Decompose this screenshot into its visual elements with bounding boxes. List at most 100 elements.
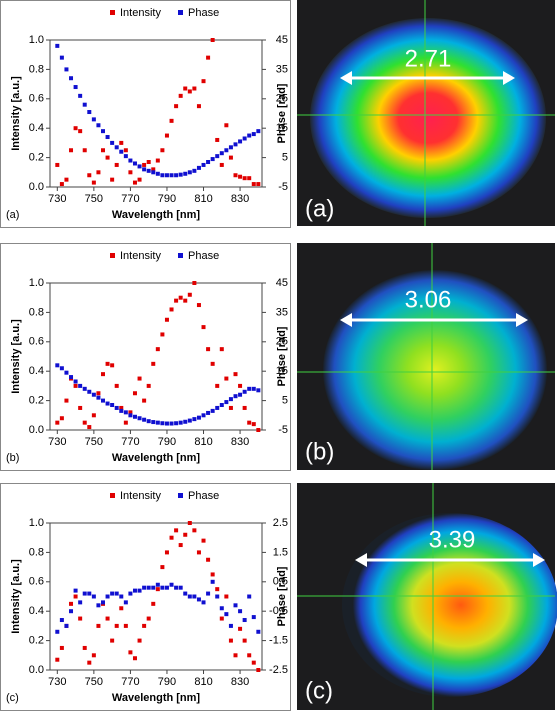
data-point <box>132 161 137 166</box>
y2-tick-label: 45 <box>276 277 288 289</box>
data-point <box>192 528 197 533</box>
data-point <box>192 281 197 285</box>
data-point <box>110 177 115 182</box>
data-point <box>206 55 211 60</box>
legend-marker <box>178 253 183 258</box>
data-point <box>73 126 78 131</box>
data-point <box>251 422 256 427</box>
data-point <box>242 176 247 181</box>
data-point <box>146 168 151 173</box>
data-point <box>238 609 243 614</box>
data-point <box>91 653 96 658</box>
data-point <box>169 173 174 178</box>
data-point <box>87 660 92 665</box>
data-point <box>256 182 261 187</box>
data-point <box>233 603 238 608</box>
data-point <box>128 413 133 418</box>
data-point <box>96 603 101 608</box>
data-point <box>242 136 247 141</box>
measure: 3.39 <box>429 526 476 553</box>
y2-tick-label: 5 <box>282 152 288 164</box>
data-point <box>142 398 147 403</box>
chart: 0.0 0.2 0.4 0.6 0.8 1.0 -5 5 15 25 35 45 730 750 770 79… <box>0 0 291 228</box>
data-point <box>192 86 197 91</box>
data-point <box>160 148 165 153</box>
x-tick-label: 790 <box>158 193 176 205</box>
data-point <box>242 618 247 623</box>
data-point <box>105 135 110 140</box>
legend-label: Phase <box>188 490 219 502</box>
data-point <box>247 386 252 391</box>
data-point <box>174 104 179 109</box>
data-point <box>142 162 147 167</box>
data-point <box>192 594 197 599</box>
data-point <box>164 317 169 322</box>
y-axis-label: Intensity [a.u.] <box>10 76 22 151</box>
data-point <box>164 173 169 178</box>
data-point <box>233 372 238 377</box>
data-point <box>110 363 115 368</box>
x-tick-label: 770 <box>121 193 139 205</box>
data-point <box>128 158 133 163</box>
data-point <box>137 416 142 421</box>
data-point <box>105 594 110 599</box>
data-point <box>233 394 238 399</box>
data-point <box>251 660 256 665</box>
data-point <box>151 361 156 366</box>
data-point <box>101 148 105 153</box>
y-tick-label: 0.0 <box>29 424 44 436</box>
data-point <box>183 419 188 424</box>
x-axis-label: Wavelength [nm] <box>112 452 201 464</box>
data-point <box>174 173 179 178</box>
data-point <box>78 405 83 410</box>
data-point <box>105 401 110 406</box>
data-point <box>128 650 133 655</box>
data-point <box>187 292 192 297</box>
image-panel: 3.06 (b) <box>297 243 555 470</box>
legend-marker <box>110 493 115 498</box>
data-point <box>196 303 201 308</box>
data-point <box>69 148 74 153</box>
data-point <box>123 623 128 628</box>
chart-frame <box>0 0 291 228</box>
data-point <box>187 594 192 599</box>
data-point <box>128 410 133 415</box>
data-point <box>82 420 87 425</box>
data-point <box>73 85 78 90</box>
data-point <box>256 428 261 432</box>
data-point <box>219 151 224 156</box>
data-point <box>233 142 238 147</box>
measure: 3.06 <box>405 286 452 313</box>
data-point <box>59 55 64 60</box>
y2-tick-label: -1.5 <box>269 635 288 647</box>
data-point <box>219 403 224 408</box>
x-tick-label: 770 <box>121 676 139 688</box>
chart: 0.0 0.2 0.4 0.6 0.8 1.0 -5 5 15 25 35 45 730 750 770 79… <box>0 243 291 471</box>
data-point <box>174 528 179 533</box>
y-tick-label: 1.0 <box>29 517 44 529</box>
data-point <box>132 391 137 396</box>
data-point <box>110 403 115 408</box>
data-point <box>137 638 142 643</box>
data-point <box>196 165 201 170</box>
data-point <box>114 383 119 388</box>
data-point <box>114 623 119 628</box>
image-panel: 3.39 (c) <box>297 483 557 710</box>
data-point <box>146 383 151 388</box>
data-point <box>247 420 252 425</box>
data-point <box>132 180 137 185</box>
data-point <box>119 408 124 413</box>
data-point <box>155 347 160 352</box>
data-point <box>210 572 215 577</box>
data-point <box>178 93 183 98</box>
y-tick-label: 0.4 <box>29 365 44 377</box>
data-point <box>164 550 169 555</box>
data-point <box>169 582 174 587</box>
chart-frame <box>0 483 291 711</box>
data-point <box>59 182 64 187</box>
data-point <box>91 180 96 185</box>
chart-frame <box>0 243 291 471</box>
y-tick-label: 0.4 <box>29 605 44 617</box>
